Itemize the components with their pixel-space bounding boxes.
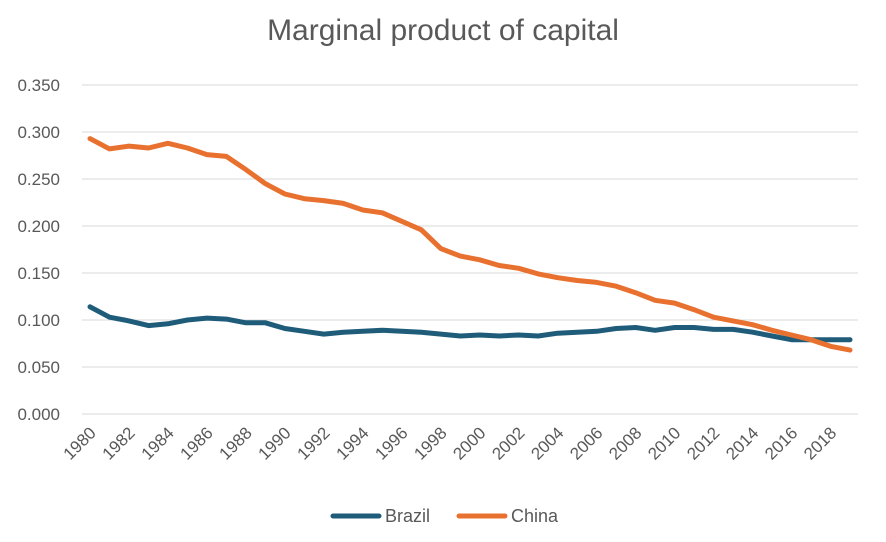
- x-tick-label: 1992: [293, 423, 333, 463]
- x-tick-label: 1982: [99, 423, 139, 463]
- y-tick-label: 0.050: [17, 358, 60, 377]
- x-tick-label: 1996: [371, 423, 411, 463]
- y-tick-label: 0.250: [17, 170, 60, 189]
- y-tick-label: 0.000: [17, 405, 60, 424]
- y-tick-label: 0.300: [17, 123, 60, 142]
- x-tick-label: 2014: [722, 423, 762, 463]
- x-tick-label: 2004: [527, 423, 567, 463]
- legend: Brazil China: [330, 506, 559, 526]
- x-tick-label: 1990: [255, 423, 295, 463]
- x-tick-label: 2002: [488, 423, 528, 463]
- chart-title: Marginal product of capital: [267, 14, 619, 47]
- x-tick-label: 1986: [177, 423, 217, 463]
- x-tick-label: 2018: [800, 423, 840, 463]
- x-tick-label: 2016: [761, 423, 801, 463]
- series-layer: [87, 136, 853, 353]
- legend-label-china: China: [511, 506, 559, 526]
- y-tick-label: 0.200: [17, 217, 60, 236]
- grid-layer: [82, 84, 858, 415]
- x-tick-label: 2006: [566, 423, 606, 463]
- x-tick-label: 1984: [138, 423, 178, 463]
- x-tick-label: 2000: [449, 423, 489, 463]
- y-tick-label: 0.100: [17, 311, 60, 330]
- x-tick-label: 1988: [216, 423, 256, 463]
- x-tick-label: 2010: [644, 423, 684, 463]
- x-tick-label: 1994: [332, 423, 372, 463]
- legend-label-brazil: Brazil: [385, 506, 430, 526]
- series-line-china: [87, 136, 853, 353]
- y-tick-label: 0.150: [17, 264, 60, 283]
- y-axis: 0.000 0.050 0.100 0.150 0.200 0.250 0.300 0.350: [17, 76, 60, 424]
- x-tick-label: 2008: [605, 423, 645, 463]
- x-axis: 1980198219841986198819901992199419961998…: [60, 423, 841, 463]
- series-line-brazil: [87, 304, 853, 343]
- y-tick-label: 0.350: [17, 76, 60, 95]
- x-tick-label: 2012: [683, 423, 723, 463]
- x-tick-label: 1998: [410, 423, 450, 463]
- x-tick-label: 1980: [60, 423, 100, 463]
